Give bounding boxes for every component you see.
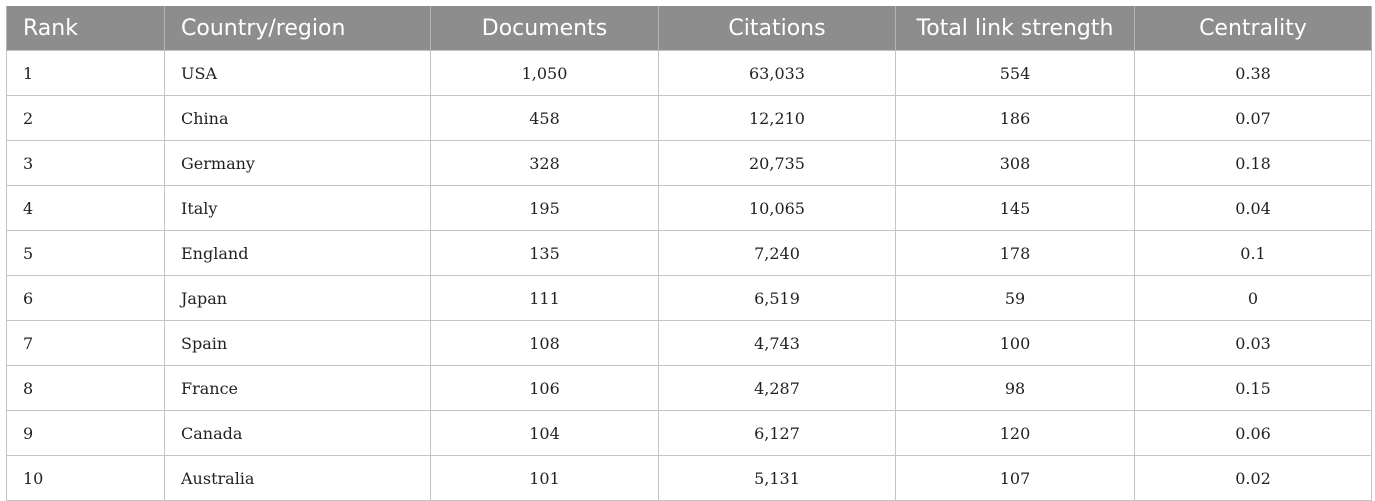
- country-table-container: Rank Country/region Documents Citations …: [6, 6, 1372, 501]
- cell-centrality: 0.07: [1134, 95, 1372, 141]
- cell-rank: 1: [6, 50, 165, 96]
- header-rank: Rank: [6, 6, 165, 51]
- table-row: 10 Australia 101 5,131 107 0.02: [6, 455, 1372, 501]
- cell-country: Italy: [164, 185, 431, 231]
- header-country-region: Country/region: [164, 6, 431, 51]
- cell-country: Spain: [164, 320, 431, 366]
- cell-documents: 195: [430, 185, 659, 231]
- cell-rank: 5: [6, 230, 165, 276]
- cell-citations: 6,519: [658, 275, 896, 321]
- cell-centrality: 0.18: [1134, 140, 1372, 186]
- cell-total-link-strength: 100: [895, 320, 1135, 366]
- cell-centrality: 0.06: [1134, 410, 1372, 456]
- cell-documents: 106: [430, 365, 659, 411]
- cell-country: France: [164, 365, 431, 411]
- cell-rank: 6: [6, 275, 165, 321]
- cell-centrality: 0.03: [1134, 320, 1372, 366]
- cell-country: China: [164, 95, 431, 141]
- cell-rank: 7: [6, 320, 165, 366]
- table-row: 4 Italy 195 10,065 145 0.04: [6, 185, 1372, 231]
- table-body: 1 USA 1,050 63,033 554 0.38 2 China 458 …: [6, 50, 1372, 501]
- cell-documents: 1,050: [430, 50, 659, 96]
- table-row: 6 Japan 111 6,519 59 0: [6, 275, 1372, 321]
- cell-centrality: 0.04: [1134, 185, 1372, 231]
- cell-country: Australia: [164, 455, 431, 501]
- header-documents: Documents: [430, 6, 659, 51]
- country-ranking-table: Rank Country/region Documents Citations …: [6, 6, 1372, 501]
- header-total-link-strength: Total link strength: [895, 6, 1135, 51]
- cell-total-link-strength: 178: [895, 230, 1135, 276]
- cell-rank: 2: [6, 95, 165, 141]
- cell-documents: 458: [430, 95, 659, 141]
- cell-total-link-strength: 554: [895, 50, 1135, 96]
- table-row: 9 Canada 104 6,127 120 0.06: [6, 410, 1372, 456]
- cell-total-link-strength: 59: [895, 275, 1135, 321]
- cell-citations: 6,127: [658, 410, 896, 456]
- cell-citations: 7,240: [658, 230, 896, 276]
- cell-citations: 12,210: [658, 95, 896, 141]
- table-header: Rank Country/region Documents Citations …: [6, 6, 1372, 51]
- cell-rank: 4: [6, 185, 165, 231]
- cell-country: USA: [164, 50, 431, 96]
- cell-documents: 101: [430, 455, 659, 501]
- cell-total-link-strength: 145: [895, 185, 1135, 231]
- header-citations: Citations: [658, 6, 896, 51]
- cell-country: Germany: [164, 140, 431, 186]
- table-row: 7 Spain 108 4,743 100 0.03: [6, 320, 1372, 366]
- cell-rank: 3: [6, 140, 165, 186]
- cell-country: Canada: [164, 410, 431, 456]
- cell-centrality: 0.1: [1134, 230, 1372, 276]
- cell-documents: 104: [430, 410, 659, 456]
- cell-citations: 63,033: [658, 50, 896, 96]
- cell-country: England: [164, 230, 431, 276]
- table-row: 3 Germany 328 20,735 308 0.18: [6, 140, 1372, 186]
- cell-centrality: 0: [1134, 275, 1372, 321]
- cell-documents: 328: [430, 140, 659, 186]
- cell-total-link-strength: 308: [895, 140, 1135, 186]
- cell-total-link-strength: 120: [895, 410, 1135, 456]
- cell-citations: 5,131: [658, 455, 896, 501]
- cell-centrality: 0.38: [1134, 50, 1372, 96]
- cell-rank: 8: [6, 365, 165, 411]
- table-row: 2 China 458 12,210 186 0.07: [6, 95, 1372, 141]
- cell-centrality: 0.15: [1134, 365, 1372, 411]
- cell-centrality: 0.02: [1134, 455, 1372, 501]
- cell-rank: 10: [6, 455, 165, 501]
- cell-citations: 10,065: [658, 185, 896, 231]
- table-row: 1 USA 1,050 63,033 554 0.38: [6, 50, 1372, 96]
- cell-citations: 4,743: [658, 320, 896, 366]
- header-row: Rank Country/region Documents Citations …: [6, 6, 1372, 51]
- cell-documents: 108: [430, 320, 659, 366]
- table-row: 8 France 106 4,287 98 0.15: [6, 365, 1372, 411]
- cell-rank: 9: [6, 410, 165, 456]
- cell-total-link-strength: 98: [895, 365, 1135, 411]
- cell-documents: 135: [430, 230, 659, 276]
- cell-documents: 111: [430, 275, 659, 321]
- cell-country: Japan: [164, 275, 431, 321]
- cell-citations: 4,287: [658, 365, 896, 411]
- cell-citations: 20,735: [658, 140, 896, 186]
- table-row: 5 England 135 7,240 178 0.1: [6, 230, 1372, 276]
- header-centrality: Centrality: [1134, 6, 1372, 51]
- cell-total-link-strength: 107: [895, 455, 1135, 501]
- cell-total-link-strength: 186: [895, 95, 1135, 141]
